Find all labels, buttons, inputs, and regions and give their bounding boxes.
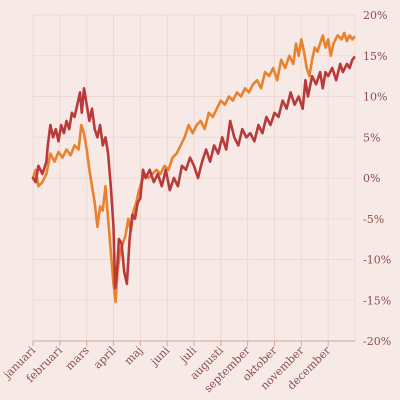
series-lines [31, 31, 356, 304]
series-line-2 [31, 56, 356, 290]
y-tick-label: 15% [363, 50, 387, 63]
x-tick-label: mars [63, 344, 92, 373]
x-tick-label: maj [122, 344, 146, 368]
y-tick-label: 5% [363, 131, 380, 144]
y-tick-label: -20% [363, 335, 391, 348]
y-axis-labels: 20% 15% 10% 5% 0% -5% -10% -15% -20% [363, 9, 391, 348]
series-line-1 [31, 31, 356, 304]
y-tick-label: 10% [363, 91, 387, 104]
x-tick-label: juni [147, 344, 173, 370]
axes [32, 340, 355, 346]
y-tick-label: 20% [363, 9, 387, 22]
y-tick-label: -5% [363, 213, 384, 226]
y-tick-label: -10% [363, 254, 391, 267]
y-tick-label: -15% [363, 294, 391, 307]
x-tick-label: april [91, 344, 119, 372]
y-tick-label: 0% [363, 172, 380, 185]
